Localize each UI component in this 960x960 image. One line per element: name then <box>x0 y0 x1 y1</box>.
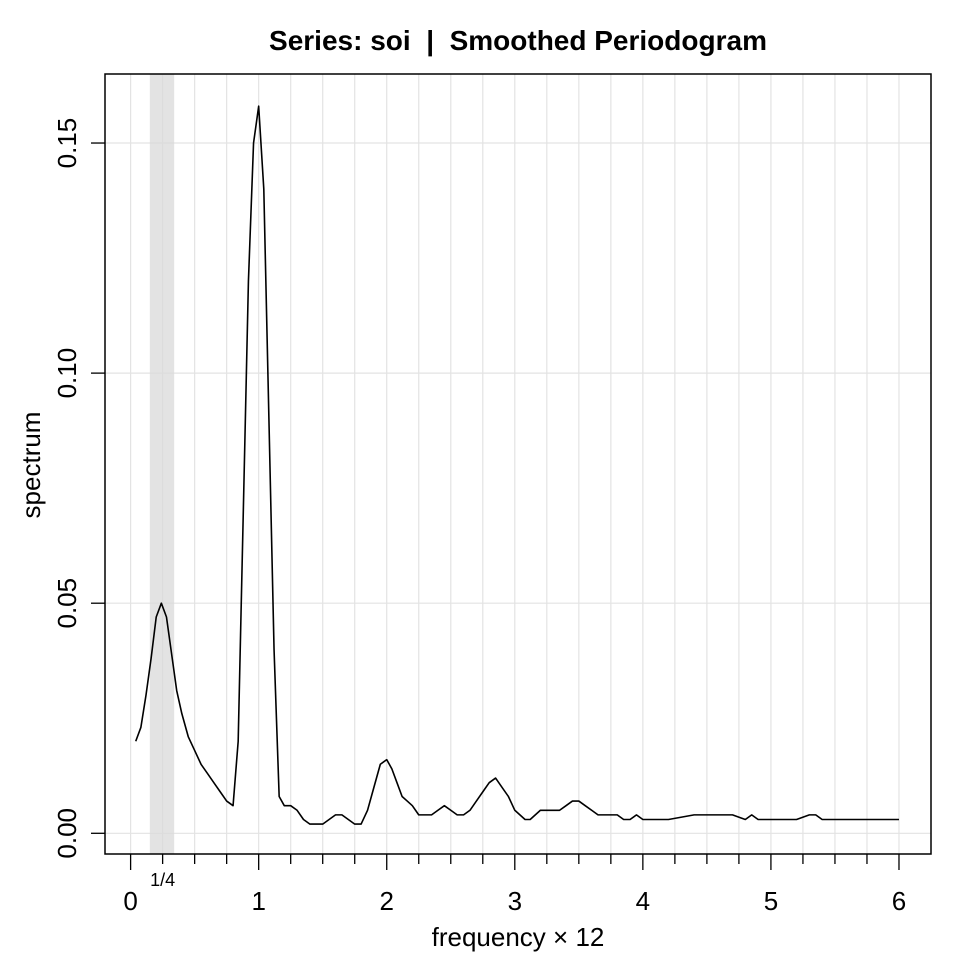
y-tick-label: 0.15 <box>52 118 82 169</box>
y-axis: 0.00 0.05 0.10 0.15 <box>52 118 105 859</box>
x-tick-label: 1 <box>251 886 265 916</box>
y-tick-label: 0.05 <box>52 578 82 629</box>
y-axis-label: spectrum <box>16 412 46 519</box>
x-tick-label: 2 <box>380 886 394 916</box>
x-tick-label: 5 <box>764 886 778 916</box>
x-tick-label: 4 <box>636 886 650 916</box>
bandwidth-label: 1/4 <box>150 870 175 890</box>
grid-layer <box>105 74 931 854</box>
spectrum-line <box>134 105 899 825</box>
x-tick-label: 0 <box>123 886 137 916</box>
chart-title: Series: soi | Smoothed Periodogram <box>269 25 767 56</box>
x-tick-label: 3 <box>508 886 522 916</box>
x-axis-label: frequency × 12 <box>432 922 605 952</box>
y-tick-label: 0.00 <box>52 808 82 859</box>
plot-frame <box>104 73 932 855</box>
bandwidth-band <box>149 74 175 854</box>
x-tick-label: 6 <box>892 886 906 916</box>
y-tick-label: 0.10 <box>52 348 82 399</box>
x-axis: 0 1 2 3 4 5 6 <box>123 854 906 916</box>
